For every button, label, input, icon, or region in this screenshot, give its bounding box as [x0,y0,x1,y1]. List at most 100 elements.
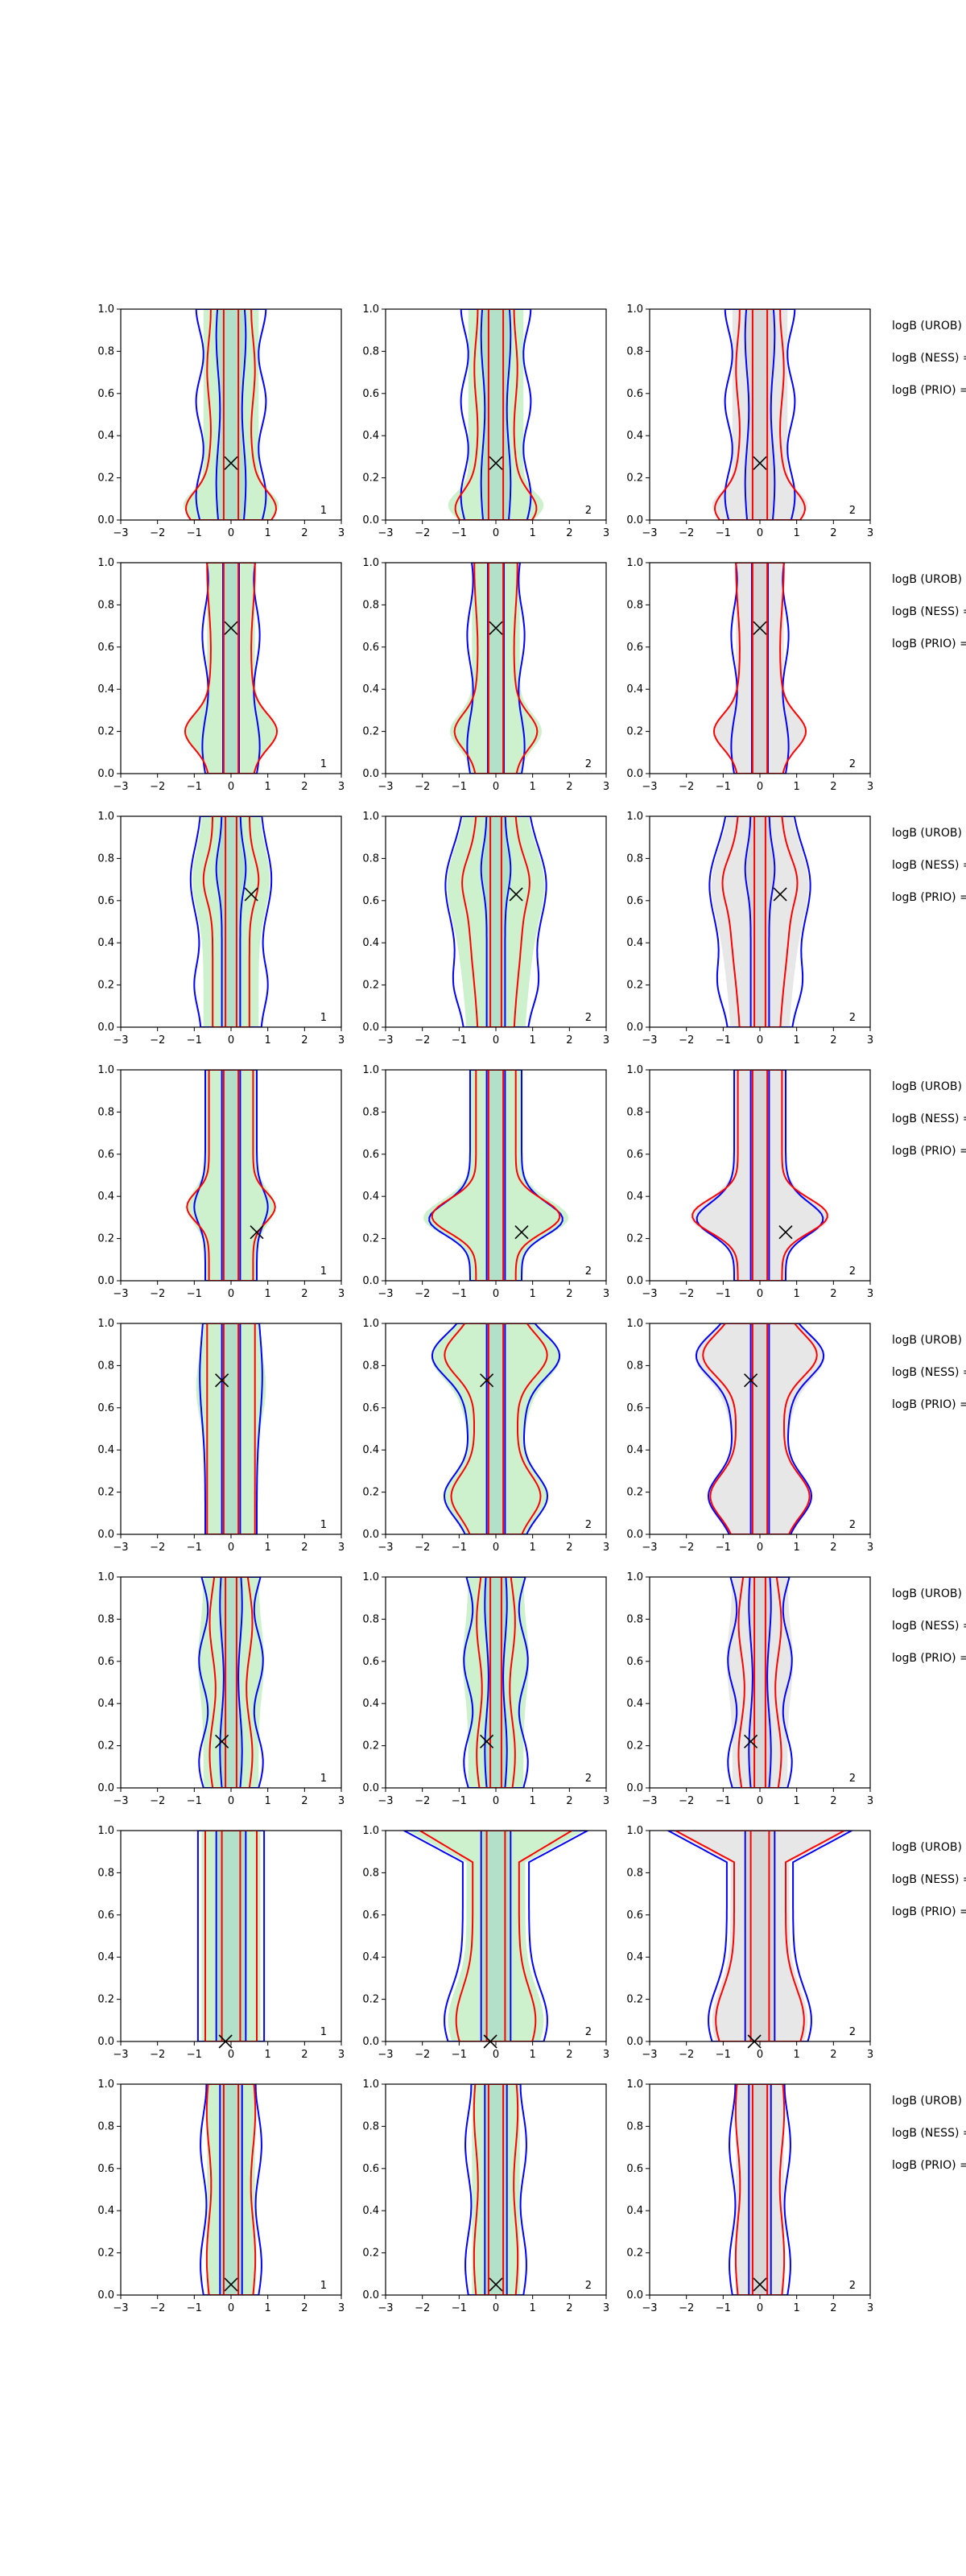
y-tick-label: 1.0 [97,811,114,823]
density-core-fill [746,309,774,520]
red-inner-contour [222,1070,240,1281]
x-tick-label: 1 [794,1795,800,1807]
red-inner-contour [222,1323,240,1534]
blue-inner-contour [221,1323,242,1534]
x-tick-label: −2 [150,2049,165,2061]
x-tick-label: −1 [452,2302,467,2314]
y-tick-label: 0.0 [362,1529,379,1541]
red-outer-contour [713,309,807,520]
blue-outer-contour [730,563,790,774]
density-core-fill [746,816,774,1027]
x-tick-label: −2 [415,1542,430,1554]
panel-r8-c3: −3 −2 −1 0 1 2 30.00.20.40.60.81.02 [626,2079,873,2314]
x-tick-label: 3 [338,2302,345,2314]
x-tick-label: 3 [867,1542,873,1554]
x-tick-label: −3 [113,527,128,539]
x-tick-label: −2 [150,1034,165,1046]
logb-label: logB (UROB) = [892,1587,966,1600]
red-outer-contour [184,309,278,520]
x-tick-label: −2 [679,1288,694,1300]
x-tick-label: −2 [679,2302,694,2314]
true-value-marker [244,887,258,902]
panel-corner-label: 2 [849,758,856,770]
x-tick-label: −1 [452,1542,467,1554]
y-tick-label: 0.0 [97,2036,114,2048]
x-tick-label: 3 [867,2049,873,2061]
red-inner-contour [225,816,237,1027]
x-tick-label: 1 [265,781,271,793]
x-tick-label: 3 [338,527,345,539]
x-tick-label: −3 [378,1795,393,1807]
x-tick-label: −2 [679,1542,694,1554]
y-tick-label: 0.6 [626,388,643,400]
x-tick-label: 3 [603,1795,609,1807]
panel-r6-c1: −3 −2 −1 0 1 2 30.00.20.40.60.81.01 [97,1571,345,1807]
x-tick-label: −1 [716,527,731,539]
x-tick-label: −2 [415,2302,430,2314]
y-tick-label: 0.6 [362,1402,379,1414]
x-tick-label: 3 [867,1795,873,1807]
x-tick-label: 2 [566,527,572,539]
y-tick-label: 0.8 [362,1106,379,1118]
x-tick-label: 1 [530,781,536,793]
x-tick-label: −2 [415,1795,430,1807]
y-tick-label: 0.6 [362,1656,379,1668]
x-tick-label: 0 [493,2049,499,2061]
y-tick-label: 0.0 [97,2289,114,2301]
y-tick-label: 0.8 [362,599,379,611]
y-tick-label: 1.0 [626,557,643,569]
blue-outer-contour [466,563,526,774]
y-tick-label: 1.0 [97,1571,114,1583]
red-inner-contour [753,1577,766,1788]
x-tick-label: 1 [530,1795,536,1807]
blue-inner-contour [748,1577,772,1788]
y-tick-label: 0.0 [362,1782,379,1794]
y-tick-label: 0.2 [626,1740,643,1752]
y-tick-label: 0.4 [362,1698,379,1710]
logb-label: logB (NESS) = [892,1873,966,1886]
red-outer-contour [675,1831,845,2041]
y-tick-label: 1.0 [97,1064,114,1076]
y-tick-label: 0.4 [626,430,643,442]
logb-label: logB (NESS) = [892,605,966,618]
red-outer-contour [202,816,260,1027]
x-tick-label: 0 [493,1034,499,1046]
blue-inner-contour [480,816,512,1027]
x-tick-label: −1 [452,527,467,539]
panel-r3-c2: −3 −2 −1 0 1 2 30.00.20.40.60.81.02 [362,811,609,1046]
logb-label: logB (NESS) = [892,352,966,365]
logb-label: logB (UROB) = [892,2095,966,2107]
x-tick-label: 0 [228,1542,234,1554]
blue-inner-contour [749,1323,770,1534]
panel-corner-label: 2 [585,505,592,517]
y-tick-label: 1.0 [362,811,379,823]
panel-r1-c1: −3 −2 −1 0 1 2 30.00.20.40.60.81.01 [97,303,345,539]
y-tick-label: 0.6 [626,642,643,654]
density-core-fill [482,1831,510,2041]
y-tick-label: 1.0 [362,303,379,316]
x-tick-label: −3 [378,2302,393,2314]
x-tick-label: 1 [794,1034,800,1046]
red-inner-contour [751,1323,769,1534]
density-core-fill [221,2084,242,2295]
x-tick-label: 3 [603,781,609,793]
blue-inner-contour [480,1831,512,2041]
y-tick-label: 0.8 [97,1867,114,1879]
y-tick-label: 0.8 [626,852,643,865]
logb-label: logB (PRIO) = [892,1398,966,1411]
density-core-fill [753,563,767,774]
panel-corner-label: 2 [849,2026,856,2038]
blue-outer-contour [708,816,811,1027]
density-core-fill [487,1323,505,1534]
y-tick-label: 0.6 [97,1909,114,1922]
y-tick-label: 0.0 [362,2289,379,2301]
y-tick-label: 0.6 [362,895,379,907]
blue-inner-contour [215,816,247,1027]
blue-outer-contour [193,1070,269,1281]
x-tick-label: −3 [642,2302,657,2314]
y-tick-label: 0.2 [97,1994,114,2006]
y-tick-label: 0.6 [626,1149,643,1161]
panel-r6-c2: −3 −2 −1 0 1 2 30.00.20.40.60.81.02 [362,1571,609,1807]
x-tick-label: 1 [265,1288,271,1300]
panel-corner-label: 1 [320,505,327,517]
